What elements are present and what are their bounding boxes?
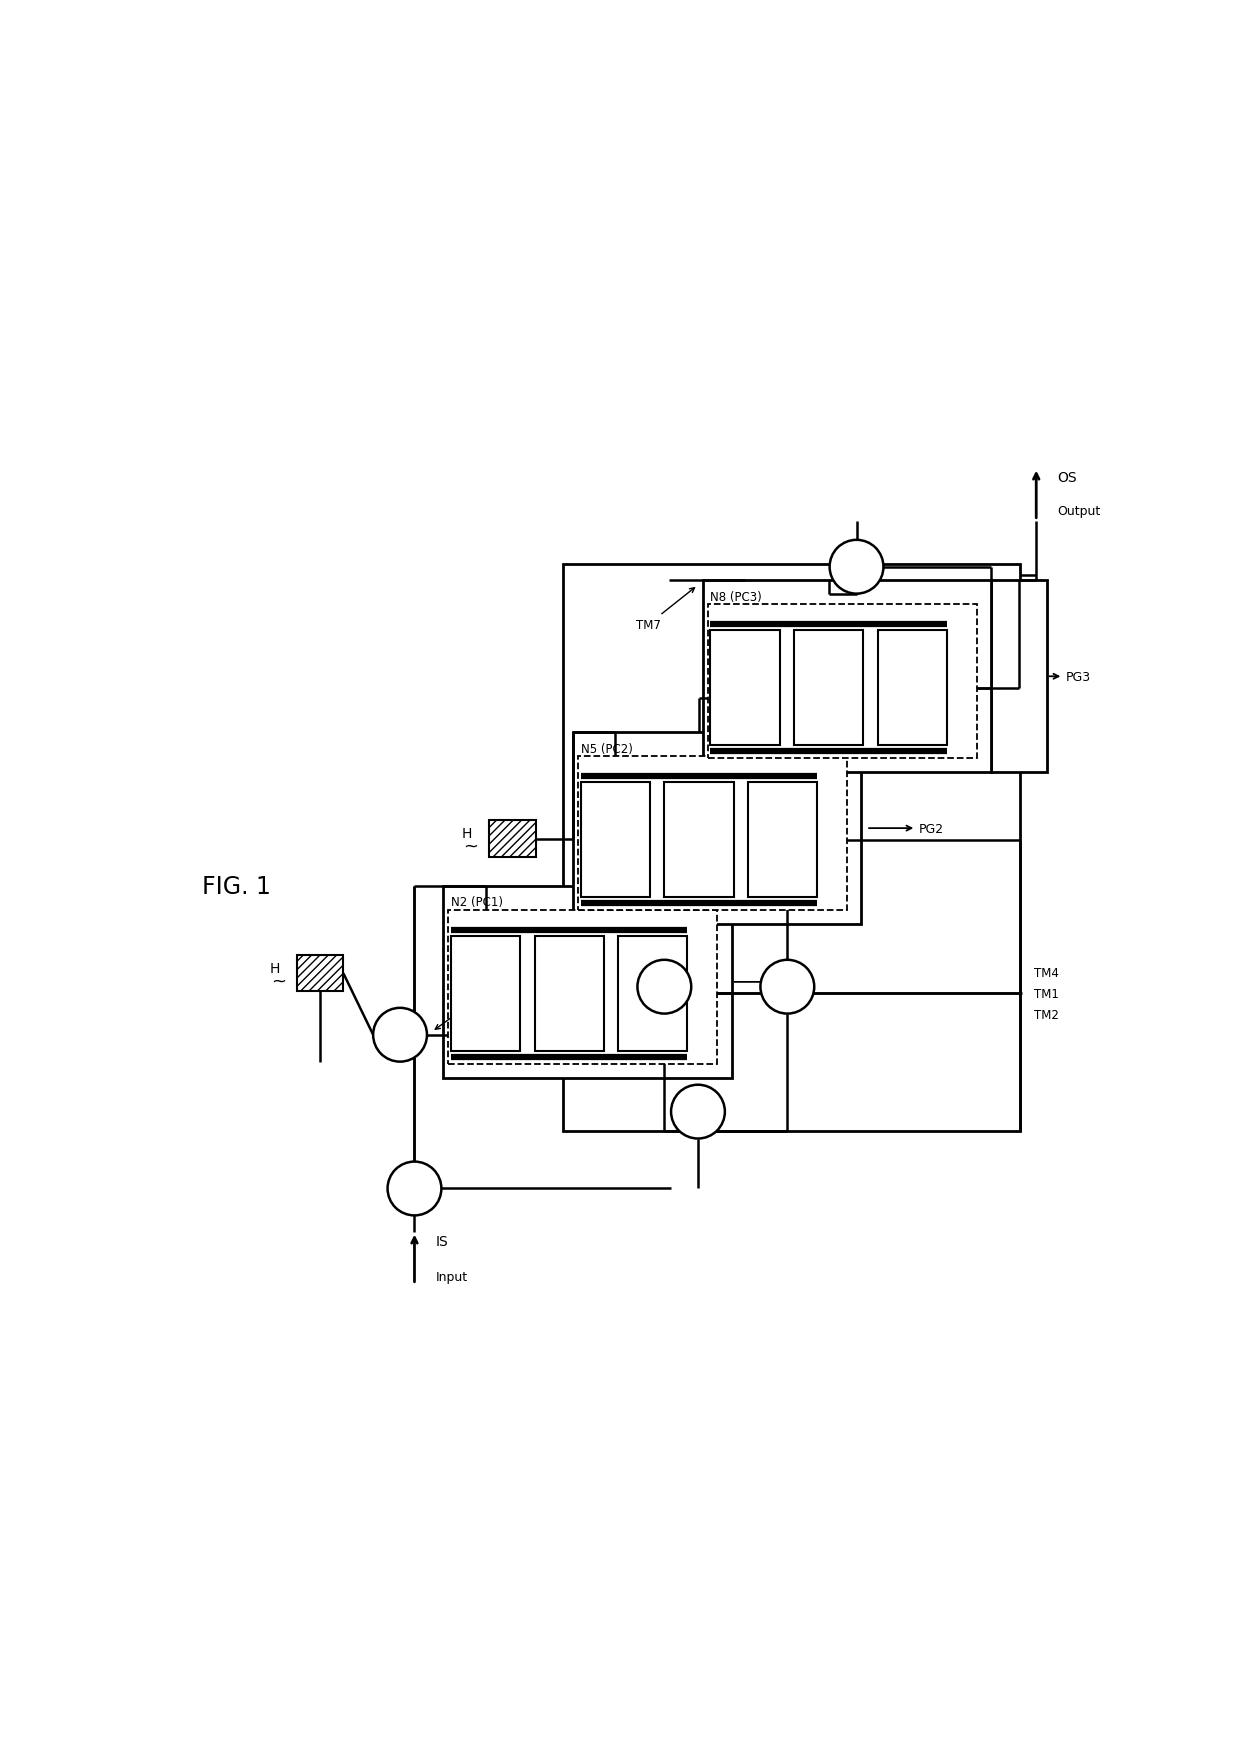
Text: TM4: TM4 bbox=[1034, 967, 1059, 979]
Bar bbox=[580, 783, 650, 899]
Circle shape bbox=[388, 1162, 441, 1216]
Text: TM3: TM3 bbox=[435, 988, 495, 1030]
Circle shape bbox=[830, 541, 883, 595]
Text: FIG. 1: FIG. 1 bbox=[202, 874, 272, 899]
Bar bbox=[534, 935, 604, 1051]
Text: C5: C5 bbox=[656, 981, 673, 993]
Text: TM2: TM2 bbox=[1034, 1009, 1059, 1021]
Bar bbox=[444, 886, 732, 1078]
Bar bbox=[711, 630, 780, 746]
Bar bbox=[619, 935, 687, 1051]
Bar bbox=[708, 605, 977, 758]
Circle shape bbox=[373, 1009, 427, 1062]
Text: C2: C2 bbox=[407, 1183, 423, 1195]
Text: TM5: TM5 bbox=[713, 681, 738, 693]
Text: ~: ~ bbox=[270, 972, 285, 990]
Bar bbox=[451, 935, 521, 1051]
Text: N3 (R1): N3 (R1) bbox=[481, 972, 491, 1014]
Bar bbox=[448, 911, 717, 1064]
Text: PG1: PG1 bbox=[734, 976, 810, 988]
Text: C4: C4 bbox=[779, 981, 796, 993]
Text: H: H bbox=[461, 827, 472, 841]
Text: P2: P2 bbox=[691, 834, 707, 846]
Text: TM7: TM7 bbox=[635, 588, 694, 632]
Text: N2 (PC1): N2 (PC1) bbox=[451, 895, 503, 909]
Text: Output: Output bbox=[1058, 505, 1101, 518]
Text: ~: ~ bbox=[463, 837, 477, 855]
Text: P3: P3 bbox=[821, 683, 837, 695]
Circle shape bbox=[671, 1085, 725, 1139]
Text: N9 (R3): N9 (R3) bbox=[740, 667, 750, 709]
Text: N4 (S2): N4 (S2) bbox=[777, 820, 787, 862]
Text: N8 (PC3): N8 (PC3) bbox=[711, 590, 763, 604]
Circle shape bbox=[760, 960, 815, 1014]
Text: N6 (R2): N6 (R2) bbox=[610, 820, 620, 862]
Bar bbox=[298, 955, 343, 992]
Text: TM6: TM6 bbox=[582, 792, 641, 832]
Text: C3: C3 bbox=[848, 562, 864, 574]
Bar bbox=[665, 783, 734, 899]
Bar bbox=[563, 565, 1019, 1132]
Circle shape bbox=[637, 960, 691, 1014]
Text: TM1: TM1 bbox=[1034, 988, 1059, 1000]
Text: PG2: PG2 bbox=[869, 821, 944, 835]
Text: OS: OS bbox=[1058, 470, 1078, 484]
Bar bbox=[490, 821, 536, 858]
Text: PG3: PG3 bbox=[1049, 670, 1091, 683]
Text: P1: P1 bbox=[560, 988, 578, 1000]
Bar bbox=[878, 630, 947, 746]
Text: Input: Input bbox=[435, 1271, 467, 1283]
Text: N1 (S1): N1 (S1) bbox=[647, 972, 657, 1014]
Text: B1: B1 bbox=[392, 1028, 408, 1042]
Bar bbox=[748, 783, 817, 899]
Text: N5 (PC2): N5 (PC2) bbox=[580, 742, 632, 755]
Text: H: H bbox=[269, 962, 280, 976]
Bar bbox=[991, 581, 1047, 772]
Text: IS: IS bbox=[435, 1236, 449, 1248]
Text: C1: C1 bbox=[689, 1106, 707, 1118]
Bar bbox=[794, 630, 863, 746]
Bar bbox=[578, 756, 847, 911]
Bar bbox=[703, 581, 991, 772]
Bar bbox=[573, 732, 862, 925]
Text: N7 (S3): N7 (S3) bbox=[908, 667, 918, 709]
